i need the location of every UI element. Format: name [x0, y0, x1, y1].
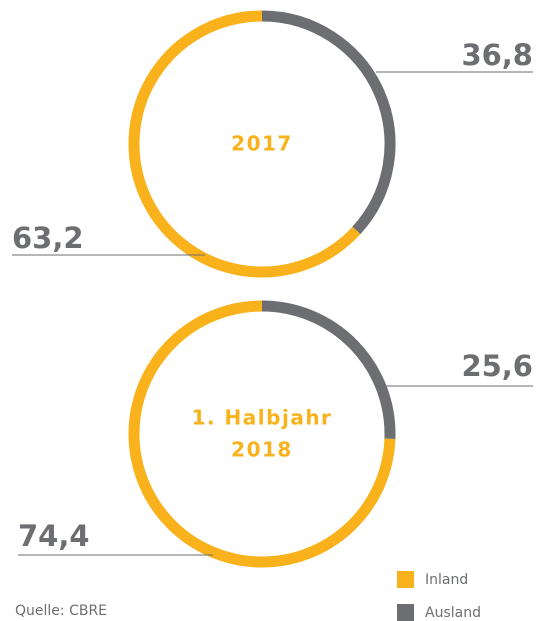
value-label: 36,8 [461, 38, 533, 72]
legend-label: Ausland [425, 605, 481, 621]
value-label: 25,6 [461, 349, 533, 383]
donut-segment [128, 10, 361, 278]
value-label: 63,2 [12, 221, 84, 255]
legend-swatch [397, 571, 414, 588]
legend-swatch [397, 604, 414, 621]
center-label: 2017 [231, 132, 293, 156]
source: Quelle: CBRE [15, 603, 107, 619]
donut-segment [128, 300, 396, 568]
legend-label: Inland [425, 572, 468, 588]
center-label: 2018 [231, 438, 293, 462]
value-label: 74,4 [18, 519, 90, 553]
donut-segment [261, 300, 396, 440]
donut-segment [261, 10, 396, 235]
center-label: 1. Halbjahr [192, 406, 333, 430]
